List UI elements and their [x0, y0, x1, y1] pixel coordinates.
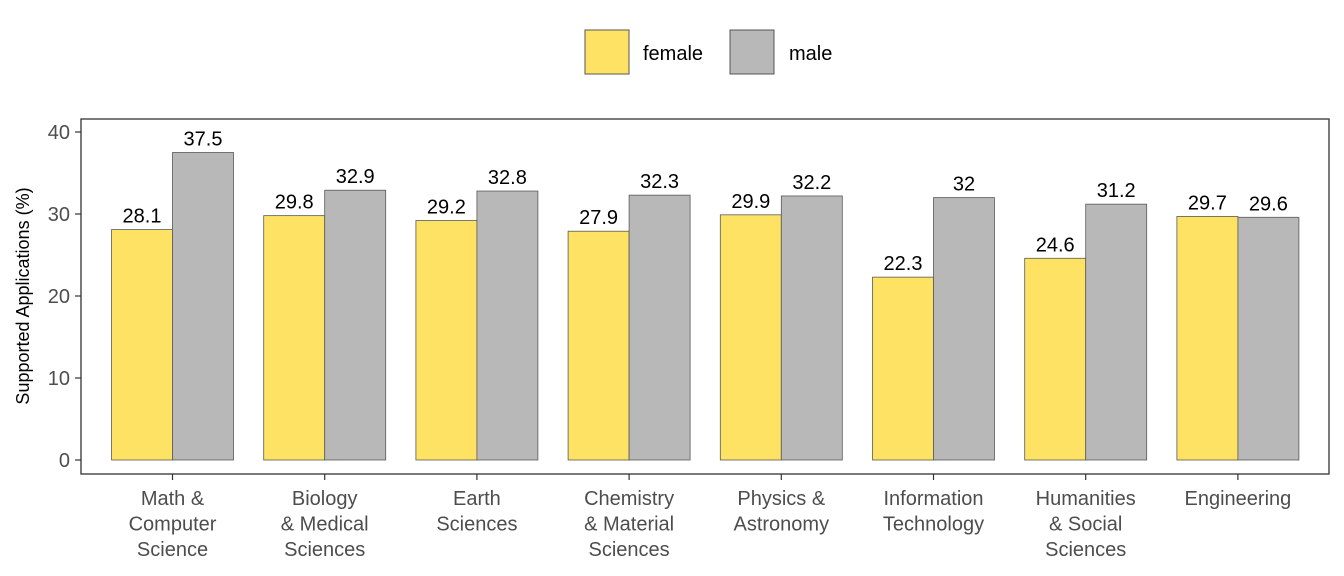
x-tick-label-line: Sciences [284, 539, 365, 561]
bar-female [1024, 257, 1087, 461]
y-tick-label: 30 [48, 204, 70, 226]
data-label-female: 27.9 [579, 207, 618, 229]
y-tick-label: 40 [48, 122, 70, 144]
x-tick-label-line: & Medical [281, 514, 369, 536]
data-label-male: 32.2 [792, 172, 831, 194]
x-tick-label: Biology & Medical Sciences [281, 488, 369, 561]
bar-female [567, 230, 630, 461]
bar-female [719, 214, 782, 461]
data-label-male: 32.8 [488, 167, 527, 189]
plot-area: 0 10 20 30 40 28.1 37.5 Math & Computer Science 29… [48, 118, 1330, 561]
x-tick-label-line: Math & [141, 488, 205, 510]
bar-male [172, 152, 234, 461]
y-axis-label: Supported Applications (%) [13, 187, 33, 404]
plot-panel-border [80, 118, 1330, 475]
legend-label-male: male [789, 43, 832, 65]
legend: female male [584, 29, 832, 75]
data-label-female: 29.9 [731, 191, 770, 213]
data-label-female: 22.3 [884, 253, 923, 275]
x-tick-label-line: Sciences [589, 539, 670, 561]
x-tick-label: Information Technology [883, 488, 984, 536]
bar-male [324, 189, 387, 461]
data-label-male: 29.6 [1249, 193, 1288, 215]
bar-female [872, 276, 934, 461]
x-tick-label-line: Physics & [737, 488, 825, 510]
x-tick-label-line: Sciences [436, 514, 517, 536]
bar-female [1176, 216, 1239, 461]
data-label-female: 29.8 [275, 192, 314, 214]
y-tick-label: 10 [48, 368, 70, 390]
bar-female [111, 229, 173, 461]
x-tick-label-line: Chemistry [584, 488, 674, 510]
y-tick-label: 0 [59, 450, 70, 472]
x-tick-label: Engineering [1185, 488, 1292, 510]
data-label-male: 32.3 [640, 171, 679, 193]
x-tick-label-line: Technology [883, 514, 984, 536]
x-tick-label: Physics & Astronomy [734, 488, 830, 536]
bar-male [780, 195, 843, 461]
data-label-female: 28.1 [123, 206, 162, 228]
bar-female [263, 215, 326, 461]
legend-label-female: female [643, 43, 703, 65]
data-label-female: 24.6 [1036, 234, 1075, 256]
x-tick-label: Math & Computer Science [129, 488, 217, 561]
bar-male [628, 194, 691, 461]
x-tick-label-line: & Social [1049, 514, 1122, 536]
x-tick-label-line: Computer [129, 514, 217, 536]
x-tick-label-line: & Material [584, 514, 674, 536]
x-tick-label-line: Science [137, 539, 208, 561]
x-tick-label-line: Sciences [1045, 539, 1126, 561]
data-label-male: 32.9 [336, 166, 375, 188]
data-label-male: 37.5 [184, 129, 223, 151]
x-tick-label-line: Information [883, 488, 983, 510]
x-tick-label-line: Earth [453, 488, 501, 510]
x-tick-label-line: Astronomy [734, 514, 830, 536]
bar-male [1085, 203, 1148, 461]
x-tick-label-line: Engineering [1185, 488, 1292, 510]
data-label-female: 29.2 [427, 197, 466, 219]
x-tick-label: Chemistry & Material Sciences [584, 488, 674, 561]
legend-swatch-female [584, 29, 630, 75]
x-tick-label: Earth Sciences [436, 488, 517, 536]
x-tick-label-line: Humanities [1036, 488, 1136, 510]
bar-female [415, 220, 478, 461]
data-label-female: 29.7 [1188, 192, 1227, 214]
bar-male [1237, 216, 1300, 461]
legend-swatch-male [729, 29, 775, 75]
data-label-male: 31.2 [1097, 180, 1136, 202]
data-label-male: 32 [953, 174, 975, 196]
x-tick-label-line: Biology [292, 488, 358, 510]
bar-male [933, 197, 995, 461]
y-tick-label: 20 [48, 286, 70, 308]
x-tick-label: Humanities & Social Sciences [1036, 488, 1136, 561]
bar-male [476, 190, 539, 461]
